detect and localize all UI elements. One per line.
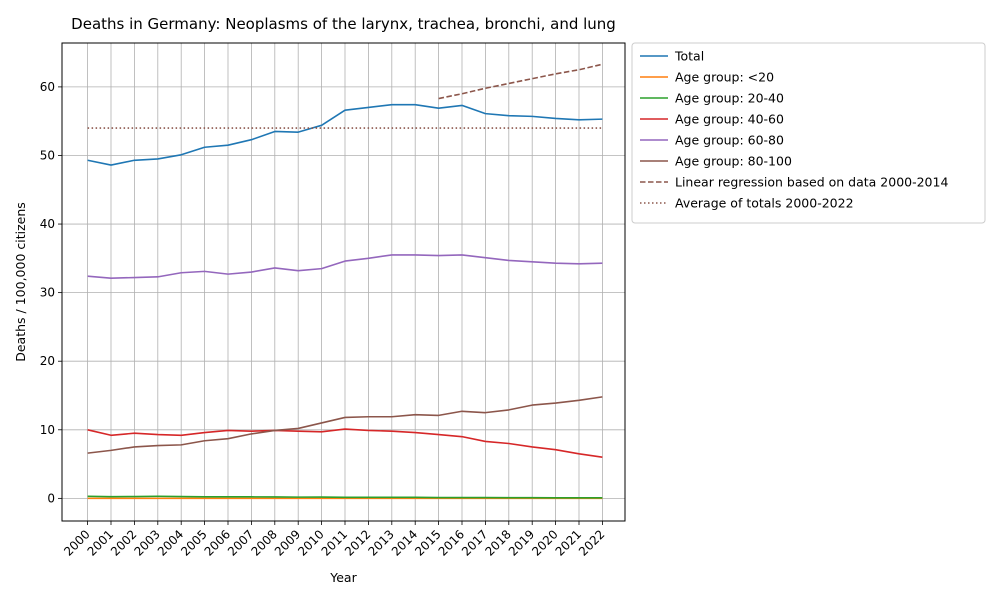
y-tick-label: 50 xyxy=(40,148,55,162)
legend-label: Age group: 20-40 xyxy=(675,91,784,106)
chart-title: Deaths in Germany: Neoplasms of the lary… xyxy=(71,15,616,33)
plot-area xyxy=(62,43,625,521)
series-line-4 xyxy=(87,428,603,459)
legend-label: Age group: 80-100 xyxy=(675,154,792,169)
series-line-7 xyxy=(438,63,603,100)
y-tick-label: 20 xyxy=(40,354,55,368)
legend-label: Age group: 60-80 xyxy=(675,133,784,148)
y-axis-label: Deaths / 100,000 citizens xyxy=(13,202,28,362)
legend-label: Age group: 40-60 xyxy=(675,112,784,127)
legend-label: Average of totals 2000-2022 xyxy=(675,196,854,211)
series-line-6 xyxy=(87,396,603,454)
y-tick-label: 40 xyxy=(40,217,55,231)
plot-frame xyxy=(61,42,626,522)
legend-label: Age group: <20 xyxy=(675,70,774,85)
y-tick-label: 30 xyxy=(40,286,55,300)
grid xyxy=(62,43,625,521)
y-tick-label: 10 xyxy=(40,423,55,437)
y-tick-label: 60 xyxy=(40,80,55,94)
y-tick-label: 0 xyxy=(47,491,55,505)
series-line-3 xyxy=(87,495,603,499)
legend-label: Total xyxy=(674,49,704,64)
series-group xyxy=(87,63,603,500)
legend: Total Age group: <20 Age group: 20-40 Age g… xyxy=(631,42,986,224)
y-axis-ticks: 0 10 20 30 40 50 60 xyxy=(40,80,62,505)
series-line-1 xyxy=(87,103,603,166)
x-axis-label: Year xyxy=(329,570,357,585)
series-line-5 xyxy=(87,254,603,280)
legend-label: Linear regression based on data 2000-201… xyxy=(675,175,948,190)
legend-box xyxy=(631,42,986,224)
